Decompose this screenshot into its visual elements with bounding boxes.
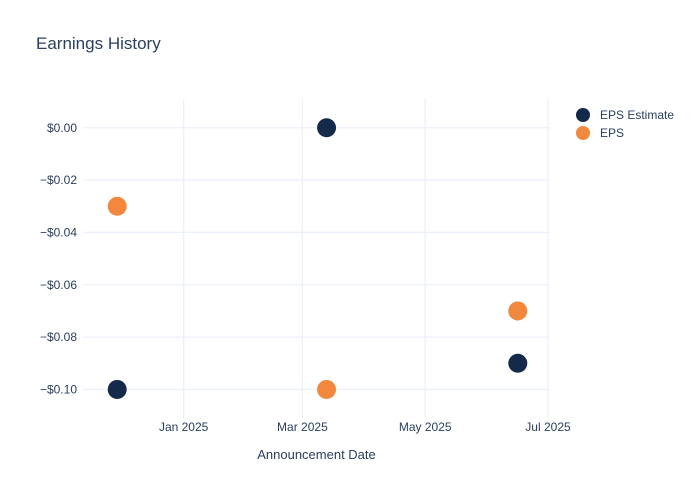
data-point-eps-estimate[interactable] [317,118,337,138]
legend-label-eps: EPS [600,126,625,140]
y-tick-label: −$0.02 [40,173,77,187]
x-tick-label: Jul 2025 [525,420,571,434]
x-tick-label: May 2025 [399,420,452,434]
y-tick-label: −$0.10 [40,382,77,396]
x-tick-label: Jan 2025 [159,420,209,434]
y-tick-label: −$0.08 [40,330,77,344]
eps-marker-icon [576,126,590,140]
eps-estimate-marker-icon [576,108,590,122]
y-tick-label: −$0.06 [40,278,77,292]
data-point-eps[interactable] [107,196,127,216]
y-tick-label: $0.00 [47,121,77,135]
legend-item-eps-estimate[interactable]: EPS Estimate [576,106,674,124]
data-point-eps[interactable] [317,379,337,399]
data-point-eps-estimate[interactable] [107,379,127,399]
y-tick-label: −$0.04 [40,225,77,239]
data-point-eps[interactable] [508,301,528,321]
chart-title: Earnings History [36,34,161,53]
x-tick-label: Mar 2025 [277,420,328,434]
legend-label-eps-estimate: EPS Estimate [600,108,675,122]
legend-item-eps[interactable]: EPS [576,124,674,142]
x-axis-title: Announcement Date [257,447,376,462]
data-point-eps-estimate[interactable] [508,353,528,373]
legend: EPS Estimate EPS [576,106,674,142]
